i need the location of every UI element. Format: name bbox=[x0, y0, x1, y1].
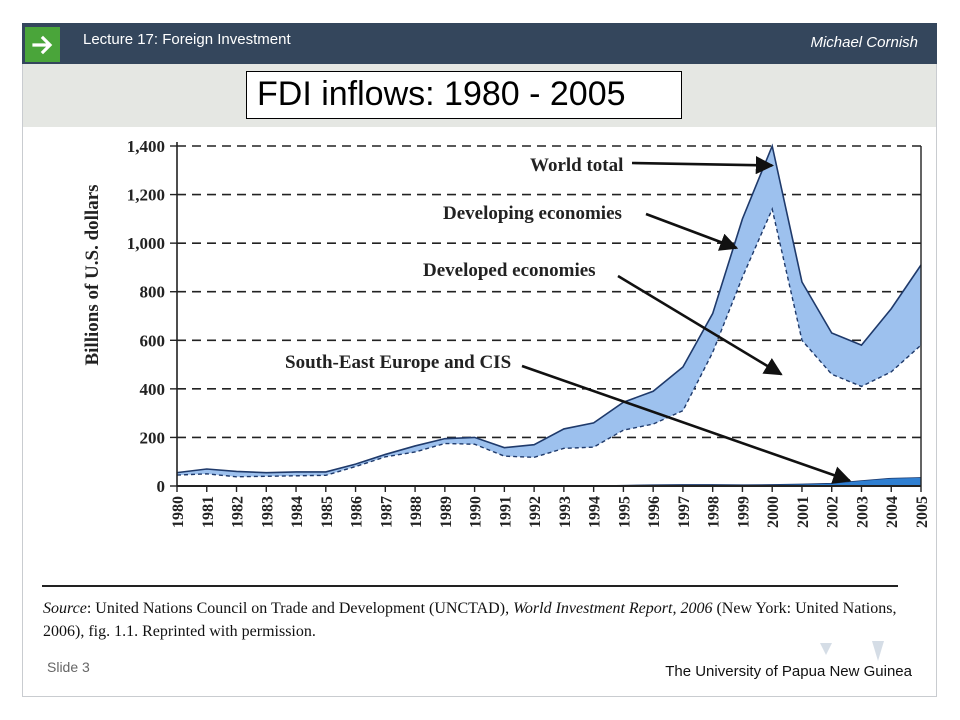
next-arrow-button[interactable] bbox=[25, 27, 60, 62]
y-tick-label: 600 bbox=[140, 331, 166, 350]
slide-frame bbox=[22, 23, 937, 697]
x-tick-label: 2004 bbox=[884, 496, 901, 528]
x-tick-label: 1999 bbox=[735, 496, 752, 528]
annotations: World total Developing economies Developed… bbox=[285, 155, 852, 484]
x-tick-label: 1990 bbox=[468, 496, 485, 528]
x-tick-label: 1981 bbox=[200, 496, 217, 528]
annotation-label: World total bbox=[530, 155, 623, 176]
x-tick-label: 1996 bbox=[646, 496, 663, 528]
author-name: Michael Cornish bbox=[810, 34, 918, 51]
y-tick-label: 1,200 bbox=[127, 186, 165, 205]
slide-number: Slide 3 bbox=[47, 659, 90, 675]
source-note: Source: United Nations Council on Trade … bbox=[43, 597, 913, 643]
x-tick-label: 2002 bbox=[825, 496, 842, 528]
annotation-label: Developing economies bbox=[443, 203, 622, 224]
x-tick-label: 1987 bbox=[378, 496, 395, 528]
x-tick-label: 2001 bbox=[795, 496, 812, 528]
x-tick-label: 1984 bbox=[289, 496, 306, 528]
x-tick-label: 1985 bbox=[319, 496, 336, 528]
y-tick-label: 800 bbox=[140, 283, 166, 302]
institution-name: The University of Papua New Guinea bbox=[665, 663, 912, 680]
slide-title: FDI inflows: 1980 - 2005 bbox=[257, 75, 626, 113]
slide-title-box: FDI inflows: 1980 - 2005 bbox=[246, 71, 682, 119]
x-tick-label: 1992 bbox=[527, 496, 544, 528]
x-tick-label: 1988 bbox=[408, 496, 425, 528]
x-tick-label: 1998 bbox=[706, 496, 723, 528]
annotation-arrow bbox=[631, 156, 775, 175]
annotation-arrow bbox=[521, 364, 852, 484]
x-tick-label: 2003 bbox=[854, 496, 871, 528]
y-tick-label: 1,000 bbox=[127, 234, 165, 253]
x-tick-label: 1980 bbox=[170, 496, 187, 528]
source-text-1: : United Nations Council on Trade and De… bbox=[86, 600, 514, 617]
developed-economies-line bbox=[176, 206, 922, 478]
header-bar bbox=[22, 23, 937, 64]
source-book-title: World Investment Report, 2006 bbox=[513, 600, 713, 617]
grid-lines bbox=[177, 145, 921, 439]
x-tick-label: 2000 bbox=[765, 496, 782, 528]
see-cis-area bbox=[177, 477, 922, 487]
x-tick-label: 1991 bbox=[497, 496, 514, 528]
x-tick-label: 1997 bbox=[676, 496, 693, 528]
y-tick-label: 0 bbox=[157, 477, 166, 496]
area-layer bbox=[176, 143, 922, 487]
y-tick-label: 1,400 bbox=[127, 137, 165, 156]
annotation-arrow bbox=[645, 212, 739, 251]
annotation-label: Developed economies bbox=[423, 260, 596, 281]
y-tick-label: 400 bbox=[140, 380, 166, 399]
x-tick-label: 1989 bbox=[438, 496, 455, 528]
annotation-arrow bbox=[617, 274, 783, 376]
axes bbox=[170, 142, 922, 492]
lecture-title: Lecture 17: Foreign Investment bbox=[83, 31, 291, 48]
source-divider bbox=[42, 585, 898, 587]
decorative-mark-icon bbox=[820, 641, 884, 661]
x-tick-label: 1986 bbox=[349, 496, 366, 528]
source-label: Source bbox=[43, 600, 87, 617]
x-tick-label: 1995 bbox=[616, 496, 633, 528]
tick-labels: 0 200 400 600 800 1,000 1,200 1,400 1980 1981 1982… bbox=[127, 137, 931, 528]
annotation-label: South-East Europe and CIS bbox=[285, 352, 511, 373]
world-total-line bbox=[176, 143, 922, 474]
x-tick-label: 1993 bbox=[557, 496, 574, 528]
x-tick-label: 1994 bbox=[587, 496, 604, 528]
x-tick-label: 2005 bbox=[914, 496, 931, 528]
x-tick-label: 1982 bbox=[230, 496, 247, 528]
source-text-2: (New York: United Nations, 2006), fig. 1… bbox=[43, 600, 897, 640]
developing-economies-area bbox=[177, 146, 921, 477]
x-tick-label: 1983 bbox=[259, 496, 276, 528]
y-tick-label: 200 bbox=[140, 428, 166, 447]
arrow-right-icon bbox=[31, 35, 52, 54]
y-axis-label: Billions of U.S. dollars bbox=[82, 184, 103, 365]
